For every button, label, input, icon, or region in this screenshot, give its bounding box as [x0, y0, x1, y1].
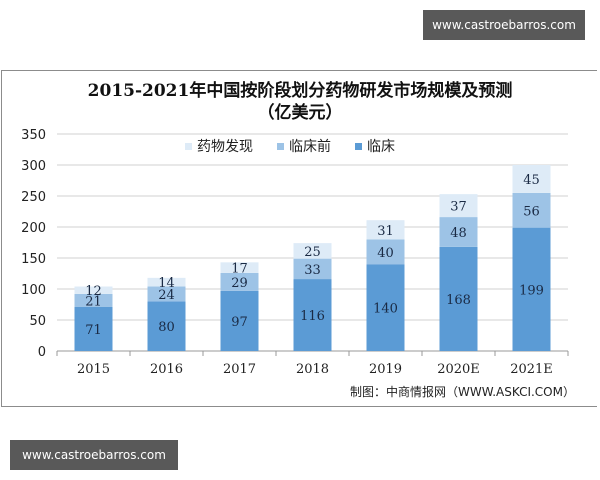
legend-item-clinical: 临床	[355, 136, 395, 156]
legend-item-discovery: 药物发现	[185, 136, 253, 156]
bar-segment	[293, 279, 332, 351]
watermark-banner-bottom: www.castroebarros.com	[10, 440, 178, 470]
bar-segment	[74, 286, 113, 294]
data-label: 56	[523, 204, 540, 219]
bar-segment	[366, 220, 405, 240]
bar-segment	[366, 264, 405, 351]
bar-segment	[293, 258, 332, 280]
data-label: 71	[85, 323, 102, 338]
data-label: 116	[300, 309, 325, 324]
x-tick-label: 2020E	[437, 362, 480, 377]
chart-title-main: 2015-2021年中国按阶段划分药物研发市场规模及预测	[87, 81, 513, 101]
bar-segment	[512, 165, 551, 193]
bar-segment	[147, 277, 186, 287]
bar-segment	[293, 243, 332, 259]
x-tick-label: 2021E	[510, 362, 553, 377]
data-label: 21	[85, 294, 102, 309]
bar-segment	[439, 217, 478, 247]
bar-segment	[220, 272, 259, 291]
data-label: 17	[231, 262, 248, 277]
data-label: 29	[231, 276, 248, 291]
x-tick-label: 2016	[150, 362, 183, 377]
legend-swatch-clinical	[355, 142, 362, 150]
data-label: 97	[231, 315, 248, 330]
bar-segment	[74, 306, 113, 351]
bar-segment	[439, 194, 478, 218]
bar-segment	[220, 290, 259, 351]
y-tick-label: 200	[21, 221, 46, 236]
y-tick-label: 150	[21, 252, 46, 267]
bar-segment	[147, 286, 186, 302]
bar-segment	[220, 262, 259, 273]
data-label: 25	[304, 245, 321, 260]
data-label: 14	[158, 276, 175, 291]
data-label: 140	[373, 302, 398, 317]
data-label: 168	[446, 293, 471, 308]
data-label: 37	[450, 200, 467, 215]
legend-swatch-preclinical	[277, 142, 284, 150]
x-tick-label: 2018	[296, 362, 329, 377]
bar-segment	[439, 246, 478, 351]
legend-label-discovery: 药物发现	[197, 139, 253, 155]
bar-segment	[74, 293, 113, 307]
y-tick-label: 250	[21, 190, 46, 205]
data-label: 80	[158, 320, 175, 335]
x-tick-label: 2019	[369, 362, 402, 377]
y-tick-label: 50	[29, 314, 46, 329]
y-tick-label: 300	[21, 159, 46, 174]
y-tick-label: 350	[21, 128, 46, 143]
data-label: 48	[450, 226, 467, 241]
legend-item-preclinical: 临床前	[277, 136, 331, 156]
data-label: 45	[523, 173, 540, 188]
data-label: 31	[377, 224, 394, 239]
chart-title-unit: （亿美元）	[257, 103, 343, 123]
data-label: 24	[158, 288, 175, 303]
data-label: 33	[304, 263, 321, 278]
legend-label-clinical: 临床	[367, 139, 395, 155]
legend-swatch-discovery	[185, 142, 192, 150]
chart-title: 2015-2021年中国按阶段划分药物研发市场规模及预测 （亿美元）	[0, 80, 600, 124]
legend-label-preclinical: 临床前	[289, 139, 331, 155]
watermark-banner-top: www.castroebarros.com	[423, 10, 585, 40]
y-tick-label: 0	[38, 345, 46, 360]
bar-segment	[366, 239, 405, 265]
x-tick-label: 2017	[223, 362, 256, 377]
data-label: 12	[85, 284, 102, 299]
y-tick-label: 100	[21, 283, 46, 298]
data-label: 199	[519, 283, 544, 298]
data-label: 40	[377, 246, 394, 261]
x-tick-label: 2015	[77, 362, 110, 377]
bar-segment	[147, 301, 186, 351]
bar-segment	[512, 227, 551, 351]
chart-legend: 药物发现 临床前 临床	[185, 136, 395, 156]
chart-source-note: 制图：中商情报网（WWW.ASKCI.COM）	[350, 385, 575, 399]
bar-segment	[512, 192, 551, 228]
